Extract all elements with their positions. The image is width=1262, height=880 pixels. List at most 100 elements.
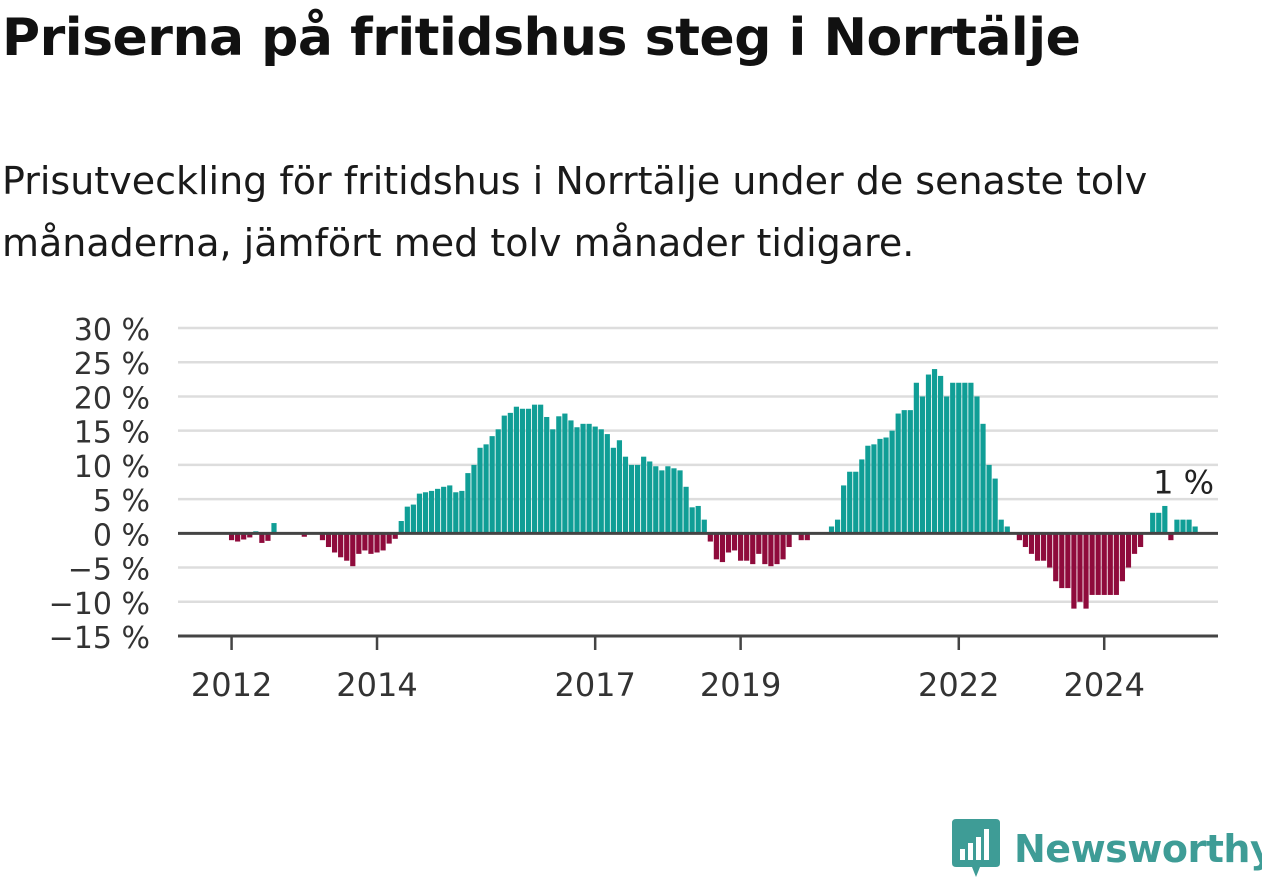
bar xyxy=(1047,533,1053,568)
bar xyxy=(398,521,404,534)
bar xyxy=(980,423,986,534)
bar xyxy=(507,412,513,534)
bar xyxy=(701,519,707,534)
bar xyxy=(641,456,647,534)
bar xyxy=(538,404,544,534)
bar xyxy=(1150,512,1156,534)
bar xyxy=(1101,533,1107,595)
bar xyxy=(659,470,665,534)
bar xyxy=(1022,533,1029,548)
x-tick-label: 2014 xyxy=(336,666,417,700)
chart-title: Priserna på fritidshus steg i Norrtälje xyxy=(2,8,1081,68)
bar xyxy=(992,478,998,534)
bar xyxy=(635,464,641,534)
bar xyxy=(738,533,744,561)
bar xyxy=(471,464,477,534)
bar xyxy=(895,413,901,534)
bar xyxy=(786,533,792,548)
bar xyxy=(568,420,574,534)
bar xyxy=(271,523,277,534)
bar xyxy=(465,473,471,534)
bar xyxy=(338,533,344,558)
bar xyxy=(513,406,519,534)
bar xyxy=(1004,526,1010,534)
bar xyxy=(665,466,671,534)
bar xyxy=(841,485,847,534)
bar xyxy=(883,437,889,534)
bar xyxy=(519,408,526,534)
y-tick-label: 20 % xyxy=(74,381,150,416)
y-tick-label: −15 % xyxy=(49,621,150,656)
bar xyxy=(847,471,853,534)
bar xyxy=(531,404,538,534)
bar xyxy=(495,429,501,534)
bar xyxy=(853,471,859,534)
y-tick-label: 0 % xyxy=(93,518,150,553)
bar xyxy=(1192,526,1198,534)
bar xyxy=(683,486,689,534)
bar xyxy=(301,533,307,537)
bar xyxy=(356,533,362,554)
grid-lines xyxy=(178,326,1218,604)
bar xyxy=(1065,533,1071,589)
y-tick-label: −10 % xyxy=(49,587,150,622)
bar xyxy=(501,415,507,534)
bar xyxy=(610,447,616,534)
bar xyxy=(410,504,416,534)
bar xyxy=(774,533,780,565)
annotations: 1 % xyxy=(1153,464,1214,502)
bar xyxy=(483,444,489,534)
bar xyxy=(889,430,895,534)
bar xyxy=(374,533,380,553)
bar xyxy=(319,533,326,541)
bar xyxy=(1053,533,1059,582)
bar xyxy=(1113,533,1119,595)
axes xyxy=(178,531,1218,638)
bar xyxy=(574,427,580,534)
bar xyxy=(344,533,350,561)
bar xyxy=(931,369,938,534)
newsworthy-logo: Newsworthy xyxy=(950,818,1262,880)
bar xyxy=(325,533,332,548)
bar xyxy=(950,382,956,534)
bar xyxy=(653,466,659,534)
bar xyxy=(368,533,374,554)
bar xyxy=(332,533,338,553)
bar xyxy=(907,410,913,534)
bar xyxy=(1071,533,1077,609)
bar xyxy=(1156,512,1162,534)
bar xyxy=(447,485,453,534)
bar xyxy=(604,434,610,534)
x-tick-label: 2024 xyxy=(1064,666,1145,700)
bar xyxy=(235,533,241,542)
bar xyxy=(901,410,907,534)
bar xyxy=(1137,533,1144,548)
bar xyxy=(580,423,586,534)
bar xyxy=(562,413,568,534)
bar xyxy=(756,533,762,554)
bar xyxy=(1125,533,1132,568)
bar xyxy=(877,438,883,534)
bar xyxy=(1083,533,1089,609)
bar xyxy=(944,396,950,534)
y-tick-label: 25 % xyxy=(74,347,150,382)
bar xyxy=(986,464,992,534)
bar xyxy=(962,382,968,534)
bar xyxy=(695,505,701,534)
bar xyxy=(525,408,532,534)
bar xyxy=(544,416,550,534)
x-tick-label: 2017 xyxy=(554,666,635,700)
bar xyxy=(1077,533,1083,602)
y-tick-label: 10 % xyxy=(74,450,150,485)
bar xyxy=(689,507,695,534)
bar xyxy=(1095,533,1101,595)
bar xyxy=(1131,533,1138,554)
bar xyxy=(725,533,732,553)
y-axis-ticks: 30 %25 %20 %15 %10 %5 %0 %−5 %−10 %−15 % xyxy=(49,313,150,656)
bar xyxy=(834,519,841,534)
last-value-label: 1 % xyxy=(1153,464,1214,502)
bar xyxy=(925,374,932,534)
bar xyxy=(871,444,877,534)
y-tick-label: 15 % xyxy=(74,416,150,451)
bar xyxy=(1180,519,1186,534)
